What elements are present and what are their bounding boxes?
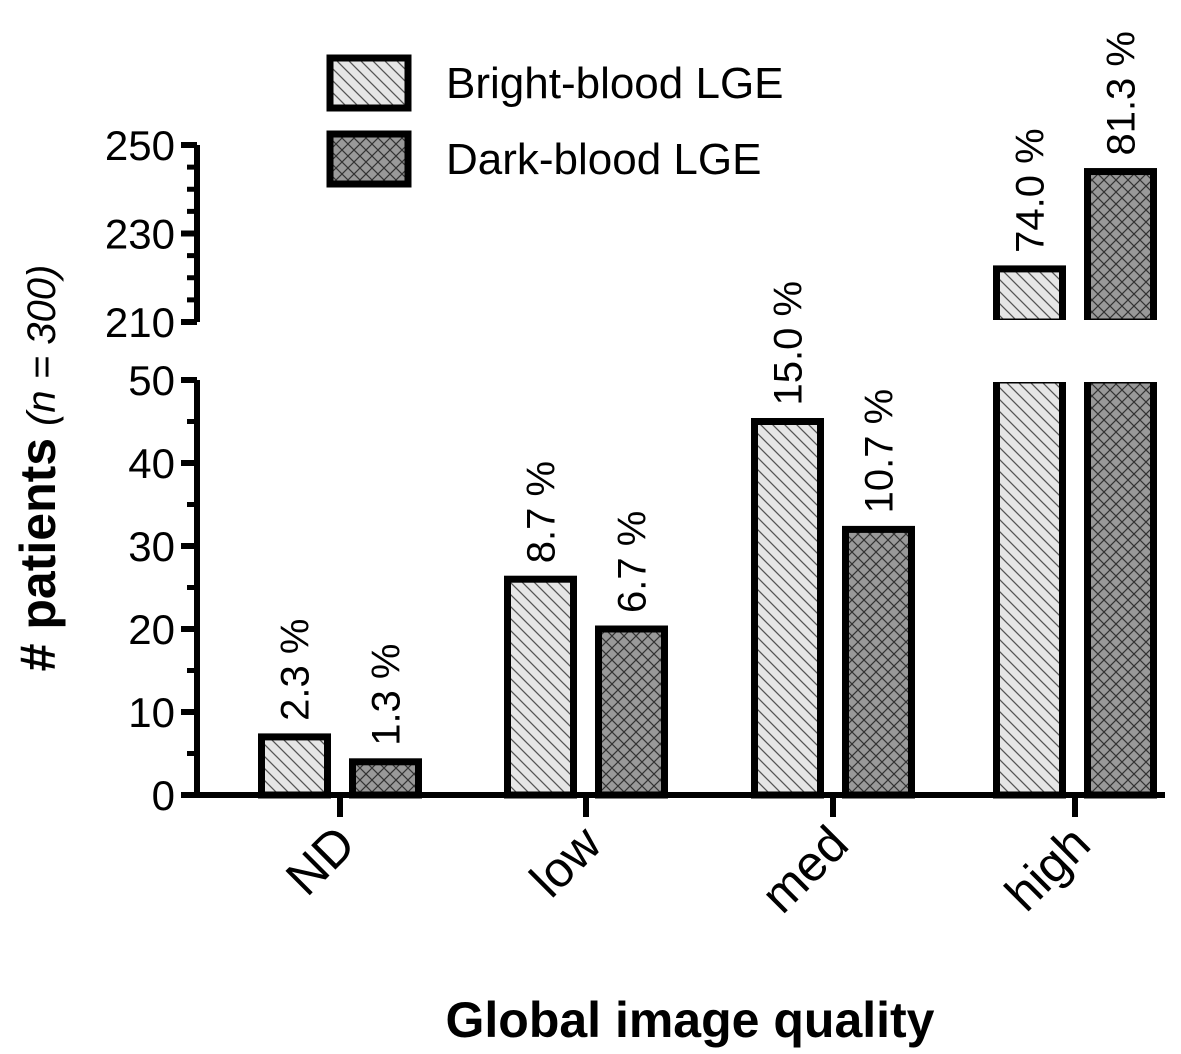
bar-med-1	[842, 525, 915, 799]
x-tick-label: high	[994, 815, 1100, 921]
y-axis-title-n-symbol: n	[20, 390, 64, 412]
category-labels: ND low med high	[275, 815, 1101, 924]
data-label: 1.3 %	[365, 644, 409, 746]
legend-label: Dark-blood LGE	[446, 135, 761, 184]
bar-med-0	[751, 418, 824, 799]
y-tick-label: 230	[105, 211, 175, 258]
y-tick-label: 10	[128, 689, 175, 736]
y-tick-label: 0	[152, 772, 175, 819]
y-tick-label: 210	[105, 299, 175, 346]
bar-high-1-lower	[1084, 376, 1157, 799]
bar-low-1	[595, 625, 668, 799]
y-axis-title-n-value: = 300)	[20, 265, 64, 391]
y-tick-label: 20	[128, 606, 175, 653]
y-axis-title-main: # patients	[10, 438, 66, 671]
y-axis-title-open-paren: (	[20, 409, 64, 426]
data-label: 8.7 %	[520, 461, 564, 563]
x-axis-title: Global image quality	[446, 992, 935, 1048]
x-tick-label: med	[750, 815, 858, 923]
bar-ND-1	[349, 758, 422, 799]
y-tick-label: 30	[128, 523, 175, 570]
data-label: 6.7 %	[611, 511, 655, 613]
data-label: 10.7 %	[858, 389, 902, 514]
data-label: 74.0 %	[1009, 128, 1053, 253]
bar-ND-0	[258, 733, 331, 799]
data-label: 15.0 %	[767, 281, 811, 406]
x-tick-label: ND	[275, 815, 366, 906]
bar-high-0-lower	[993, 376, 1066, 799]
data-label: 2.3 %	[274, 619, 318, 721]
bar-high-1-upper	[1084, 168, 1157, 326]
legend-swatch	[326, 54, 412, 112]
axis-break-gap	[1081, 320, 1160, 382]
y-tick-label: 40	[128, 440, 175, 487]
data-label: 81.3 %	[1100, 31, 1144, 156]
bar-low-0	[504, 575, 577, 799]
legend: Bright-blood LGE Dark-blood LGE	[326, 54, 784, 188]
legend-label: Bright-blood LGE	[446, 59, 784, 108]
legend-swatch	[326, 130, 412, 188]
x-tick-label: low	[519, 815, 612, 908]
y-tick-label: 50	[128, 357, 175, 404]
y-tick-label: 250	[105, 122, 175, 169]
y-axis-title: # patients (n = 300)	[10, 265, 66, 672]
percentage-labels: 2.3 % 1.3 % 8.7 % 6.7 % 15.0 % 10.7 % 74.0 % 81…	[274, 31, 1144, 746]
bars	[258, 168, 1160, 799]
bar-high-0-upper	[993, 265, 1066, 326]
axis-break-gap	[990, 320, 1069, 382]
